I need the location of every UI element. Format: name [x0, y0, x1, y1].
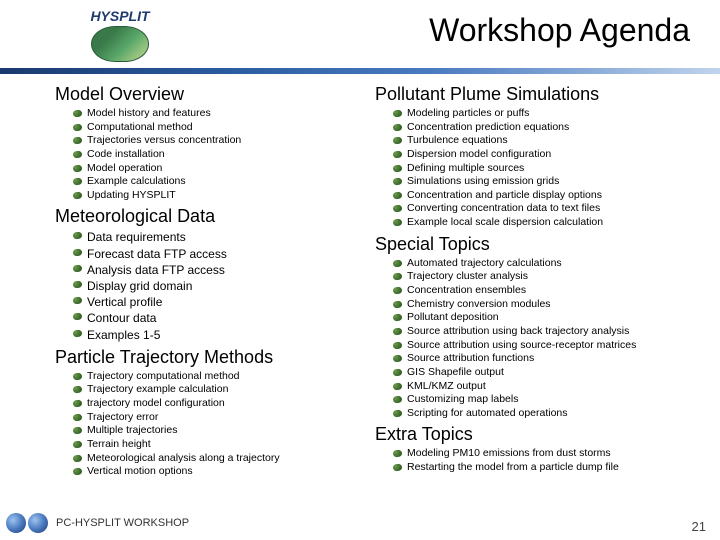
section-list: Data requirementsForecast data FTP acces… — [55, 229, 365, 342]
list-item: Modeling PM10 emissions from dust storms — [393, 447, 700, 461]
section-list: Modeling particles or puffsConcentration… — [375, 107, 700, 230]
list-item: Scripting for automated operations — [393, 407, 700, 421]
logo: HYSPLIT — [55, 8, 185, 63]
footer-icons — [6, 513, 48, 533]
list-item: Forecast data FTP access — [73, 246, 365, 262]
list-item: Trajectory cluster analysis — [393, 270, 700, 284]
list-item: Source attribution using source-receptor… — [393, 339, 700, 353]
list-item: Customizing map labels — [393, 393, 700, 407]
list-item: Analysis data FTP access — [73, 262, 365, 278]
section-title: Particle Trajectory Methods — [55, 347, 365, 368]
section-list: Modeling PM10 emissions from dust storms… — [375, 447, 700, 474]
list-item: Example local scale dispersion calculati… — [393, 216, 700, 230]
list-item: Terrain height — [73, 438, 365, 452]
list-item: Code installation — [73, 148, 365, 162]
content-area: Model OverviewModel history and features… — [55, 80, 700, 479]
list-item: Model history and features — [73, 107, 365, 121]
list-item: Pollutant deposition — [393, 311, 700, 325]
list-item: Dispersion model configuration — [393, 148, 700, 162]
right-column: Pollutant Plume SimulationsModeling part… — [375, 80, 700, 479]
globe-icon — [91, 26, 149, 62]
list-item: Trajectory computational method — [73, 370, 365, 384]
list-item: Examples 1-5 — [73, 327, 365, 343]
list-item: Example calculations — [73, 175, 365, 189]
list-item: Trajectory example calculation — [73, 383, 365, 397]
list-item: Concentration and particle display optio… — [393, 189, 700, 203]
page-title: Workshop Agenda — [429, 12, 690, 49]
agency-icon — [28, 513, 48, 533]
list-item: Modeling particles or puffs — [393, 107, 700, 121]
list-item: Data requirements — [73, 229, 365, 245]
footer-text: PC-HYSPLIT WORKSHOP — [56, 517, 189, 529]
list-item: Model operation — [73, 162, 365, 176]
section-list: Trajectory computational methodTrajector… — [55, 370, 365, 479]
list-item: Vertical profile — [73, 294, 365, 310]
list-item: Concentration prediction equations — [393, 121, 700, 135]
list-item: Concentration ensembles — [393, 284, 700, 298]
list-item: Source attribution using back trajectory… — [393, 325, 700, 339]
left-column: Model OverviewModel history and features… — [55, 80, 365, 479]
list-item: KML/KMZ output — [393, 380, 700, 394]
list-item: Vertical motion options — [73, 465, 365, 479]
section-title: Special Topics — [375, 234, 700, 255]
header-divider — [0, 68, 720, 74]
list-item: Trajectory error — [73, 411, 365, 425]
list-item: Meteorological analysis along a trajecto… — [73, 452, 365, 466]
list-item: Display grid domain — [73, 278, 365, 294]
list-item: Chemistry conversion modules — [393, 298, 700, 312]
noaa-icon — [6, 513, 26, 533]
section-title: Extra Topics — [375, 424, 700, 445]
list-item: Contour data — [73, 310, 365, 326]
list-item: Turbulence equations — [393, 134, 700, 148]
footer: PC-HYSPLIT WORKSHOP — [0, 512, 720, 534]
list-item: Trajectories versus concentration — [73, 134, 365, 148]
list-item: Automated trajectory calculations — [393, 257, 700, 271]
list-item: GIS Shapefile output — [393, 366, 700, 380]
list-item: Simulations using emission grids — [393, 175, 700, 189]
section-title: Meteorological Data — [55, 206, 365, 227]
section-list: Automated trajectory calculationsTraject… — [375, 257, 700, 421]
list-item: trajectory model configuration — [73, 397, 365, 411]
list-item: Defining multiple sources — [393, 162, 700, 176]
list-item: Multiple trajectories — [73, 424, 365, 438]
section-title: Pollutant Plume Simulations — [375, 84, 700, 105]
section-title: Model Overview — [55, 84, 365, 105]
page-number: 21 — [692, 519, 706, 534]
list-item: Computational method — [73, 121, 365, 135]
list-item: Source attribution functions — [393, 352, 700, 366]
list-item: Updating HYSPLIT — [73, 189, 365, 203]
logo-label: HYSPLIT — [55, 8, 185, 24]
list-item: Restarting the model from a particle dum… — [393, 461, 700, 475]
list-item: Converting concentration data to text fi… — [393, 202, 700, 216]
section-list: Model history and featuresComputational … — [55, 107, 365, 202]
